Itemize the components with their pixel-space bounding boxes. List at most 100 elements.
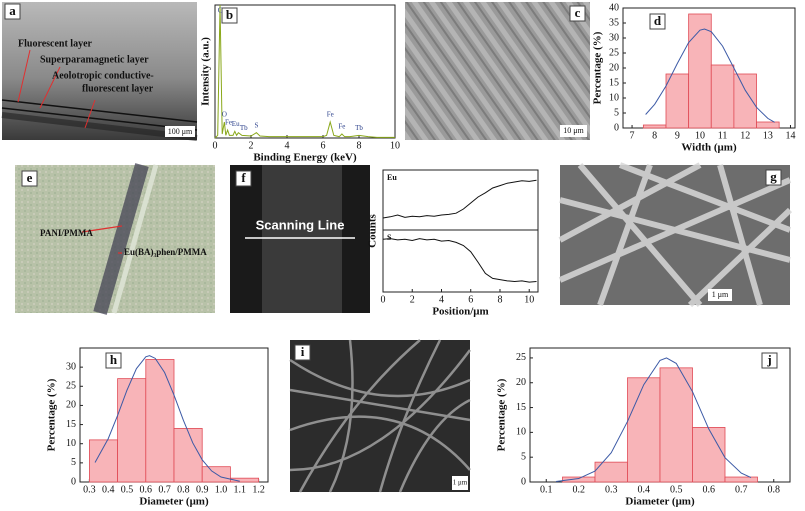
plot-frame — [214, 4, 396, 139]
x-axis-label: Width (μm) — [681, 142, 737, 154]
y-tick-label: 25 — [609, 47, 619, 58]
note: Scanning Line — [256, 217, 345, 232]
x-tick-label: 0.8 — [177, 484, 190, 495]
bar — [688, 13, 712, 129]
peak-label: Tb — [240, 124, 248, 132]
x-tick-label: 13 — [763, 130, 773, 141]
y-axis-label: Percentage (%) — [46, 378, 58, 451]
x-tick-label: 0.8 — [768, 484, 781, 495]
y-tick-label: 25 — [516, 352, 526, 363]
x-tick-label: 0.5 — [121, 484, 134, 495]
y-tick-label: 20 — [66, 400, 76, 411]
panel-label-box — [569, 5, 586, 22]
panel-label: d — [654, 13, 662, 28]
arrow — [81, 225, 123, 254]
y-axis-label: Counts — [367, 213, 379, 247]
x-tick-label: 8 — [652, 130, 657, 141]
bar — [733, 73, 757, 129]
x-tick-label: 0.4 — [102, 484, 115, 495]
fit-curve — [94, 355, 240, 482]
fibers — [289, 339, 471, 493]
x-tick-label: 10 — [524, 294, 534, 305]
y-axis-label: Percentage (%) — [496, 378, 508, 451]
panel-g: g 1 μm — [558, 162, 793, 308]
y-tick-label: 15 — [516, 402, 526, 413]
bar — [173, 427, 203, 483]
panel-label-box — [235, 170, 252, 187]
series-label: Eu — [387, 173, 397, 182]
x-tick-label: 0.1 — [540, 484, 553, 495]
x-tick-label: 0.3 — [83, 484, 96, 495]
series-label: S — [387, 233, 392, 242]
peak-label: Tb — [355, 124, 363, 132]
panel-label-box — [221, 7, 238, 24]
peak-label: C — [218, 7, 223, 15]
data-line — [382, 238, 537, 283]
x-tick-label: 1.1 — [234, 484, 247, 495]
data-line — [214, 4, 395, 139]
arrow — [17, 49, 96, 129]
peak-label: O — [222, 111, 227, 119]
scale-bar-box — [165, 126, 195, 137]
plot-frame — [382, 229, 539, 293]
scale-bar-box — [452, 476, 468, 490]
x-tick-label: 0.6 — [703, 484, 716, 495]
panel-label-box — [21, 170, 38, 187]
x-axis-label: Binding Energy (keV) — [253, 152, 357, 164]
x-tick-label: 2 — [249, 140, 254, 151]
y-tick-label: 0 — [521, 476, 526, 487]
y-tick-label: 20 — [516, 377, 526, 388]
panel-label: e — [27, 170, 33, 185]
x-tick-label: 6 — [321, 140, 326, 151]
panel-label: g — [770, 169, 777, 184]
x-tick-label: 14 — [785, 130, 795, 141]
scale-bar-box — [708, 289, 732, 301]
peak-label: Fe — [225, 119, 232, 127]
scale-bar: 1 μm — [453, 479, 468, 487]
fiber-sheath — [111, 164, 159, 314]
x-axis-label: Diameter (μm) — [625, 496, 695, 508]
panel-label: h — [110, 352, 118, 367]
panel-i: i 1 μm — [289, 339, 471, 493]
x-tick-label: 12 — [740, 130, 750, 141]
x-axis-label: Diameter (μm) — [139, 496, 209, 508]
fit-curve — [645, 28, 775, 123]
y-tick-label: 10 — [609, 92, 619, 103]
panel-label: i — [301, 344, 305, 359]
fit-curve — [555, 357, 752, 482]
y-axis-label: Intensity (a.u.) — [200, 37, 212, 106]
x-tick-label: 0.3 — [605, 484, 618, 495]
layer-band — [1, 112, 198, 141]
plot-frame — [382, 169, 539, 231]
scale-bar: 1 μm — [712, 290, 729, 299]
bar — [756, 121, 780, 129]
note: Fluorescent layer — [18, 38, 93, 49]
x-tick-label: 0.9 — [196, 484, 209, 495]
x-tick-label: 8 — [497, 294, 502, 305]
panel-label: j — [766, 352, 771, 367]
x-tick-label: 6 — [468, 294, 473, 305]
x-axis-label: Position/μm — [432, 306, 488, 318]
x-tick-label: 0.5 — [670, 484, 683, 495]
peak-label: S — [254, 121, 258, 129]
panel-label-box — [765, 169, 782, 186]
note: Superparamagnetic layer — [40, 54, 149, 65]
x-tick-label: 0.6 — [140, 484, 153, 495]
y-tick-label: 5 — [71, 457, 76, 468]
scale-bar-box — [560, 125, 587, 137]
panel-label-box — [105, 352, 122, 369]
x-tick-label: 0.4 — [638, 484, 651, 495]
note: Aeolotropic conductive- — [52, 70, 154, 81]
x-tick-label: 4 — [439, 294, 444, 305]
fiber — [93, 163, 149, 315]
panel-label-box — [4, 3, 21, 20]
y-tick-label: 20 — [609, 62, 619, 73]
panel-label: f — [241, 170, 246, 185]
panel-label-box — [649, 13, 666, 30]
y-tick-label: 25 — [66, 381, 76, 392]
data-line — [382, 179, 537, 219]
panel-label-box — [294, 344, 311, 361]
peak-label: Fe — [338, 123, 345, 131]
note: PANI/PMMA — [40, 228, 93, 238]
